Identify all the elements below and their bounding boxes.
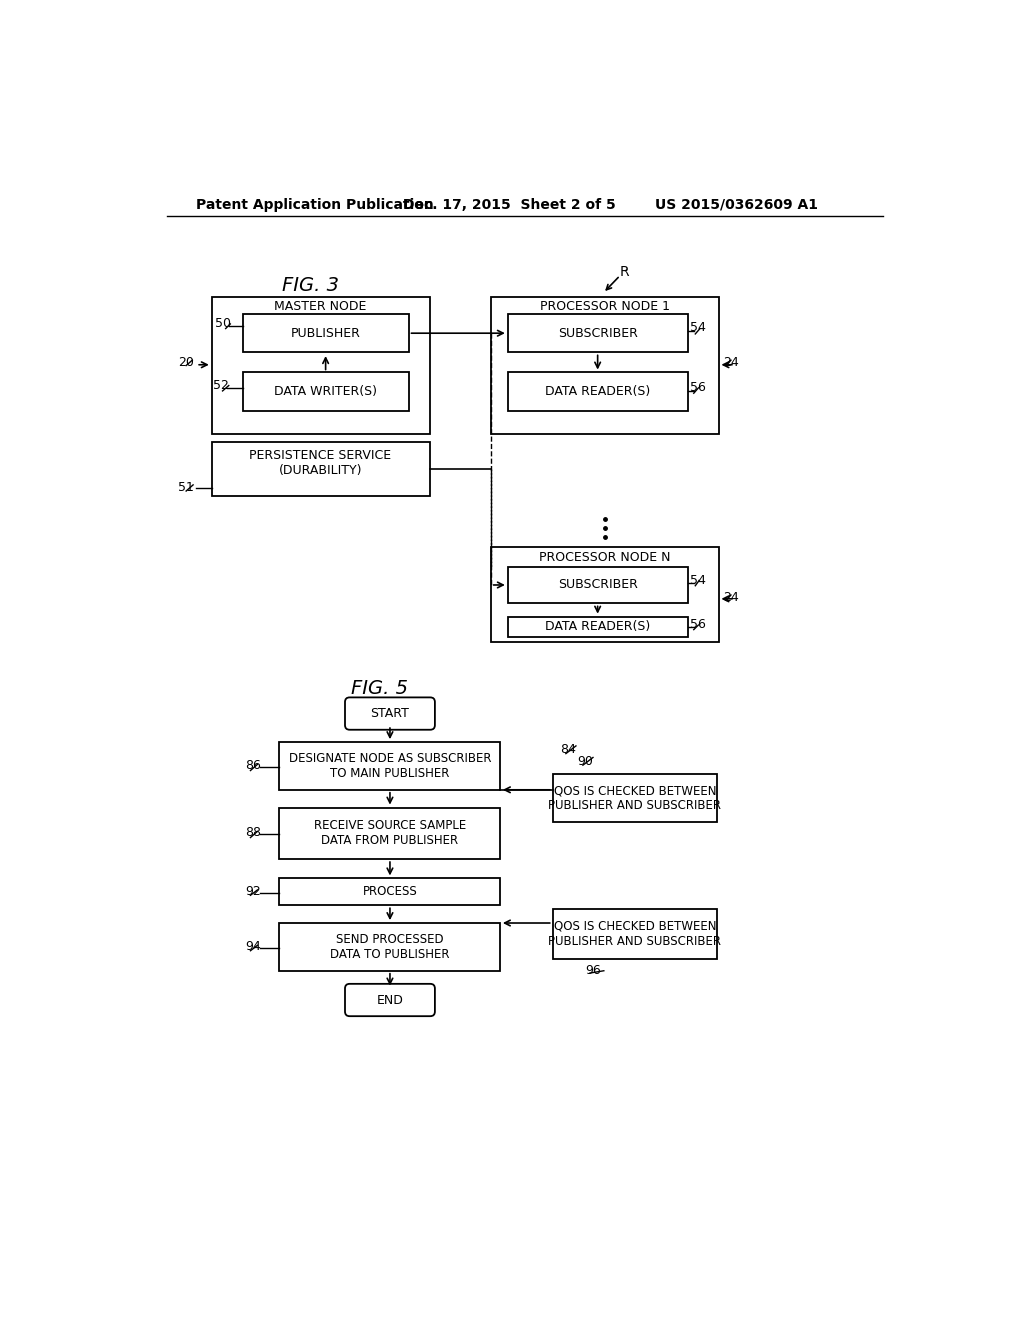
Text: START: START xyxy=(371,708,410,721)
Bar xyxy=(280,923,500,970)
Text: 94: 94 xyxy=(246,940,261,953)
Text: 50: 50 xyxy=(215,317,230,330)
Text: PROCESSOR NODE 1: PROCESSOR NODE 1 xyxy=(540,300,670,313)
Text: DATA READER(S): DATA READER(S) xyxy=(545,620,650,634)
Bar xyxy=(212,442,430,495)
Bar xyxy=(212,297,430,434)
Text: DATA WRITER(S): DATA WRITER(S) xyxy=(274,385,377,399)
Text: DESIGNATE NODE AS SUBSCRIBER
TO MAIN PUBLISHER: DESIGNATE NODE AS SUBSCRIBER TO MAIN PUB… xyxy=(289,752,492,780)
Text: 54: 54 xyxy=(690,321,707,334)
Text: 52: 52 xyxy=(213,379,229,392)
Text: 54: 54 xyxy=(690,574,707,587)
Bar xyxy=(243,372,409,411)
Text: PUBLISHER: PUBLISHER xyxy=(291,326,360,339)
Text: R: R xyxy=(620,265,629,280)
Bar xyxy=(280,808,500,859)
Bar xyxy=(508,314,687,352)
Text: 92: 92 xyxy=(246,884,261,898)
Bar xyxy=(280,878,500,906)
Text: SUBSCRIBER: SUBSCRIBER xyxy=(558,326,638,339)
Bar xyxy=(553,909,717,960)
Text: 88: 88 xyxy=(246,826,261,840)
Text: END: END xyxy=(377,994,403,1007)
Text: FIG. 5: FIG. 5 xyxy=(351,678,409,698)
Bar xyxy=(508,372,687,411)
FancyBboxPatch shape xyxy=(345,983,435,1016)
Text: 86: 86 xyxy=(246,759,261,772)
Bar xyxy=(508,616,687,638)
Bar xyxy=(243,314,409,352)
Text: 24: 24 xyxy=(723,356,739,370)
Text: MASTER NODE: MASTER NODE xyxy=(274,300,367,313)
Text: US 2015/0362609 A1: US 2015/0362609 A1 xyxy=(655,198,818,211)
Text: 56: 56 xyxy=(690,381,707,395)
Text: 56: 56 xyxy=(690,618,707,631)
Text: 90: 90 xyxy=(578,755,593,768)
FancyBboxPatch shape xyxy=(345,697,435,730)
Bar xyxy=(553,775,717,822)
Text: PROCESSOR NODE N: PROCESSOR NODE N xyxy=(539,550,671,564)
Text: QOS IS CHECKED BETWEEN
PUBLISHER AND SUBSCRIBER: QOS IS CHECKED BETWEEN PUBLISHER AND SUB… xyxy=(548,920,721,948)
Bar xyxy=(508,566,687,603)
Text: 24: 24 xyxy=(723,591,739,603)
Text: RECEIVE SOURCE SAMPLE
DATA FROM PUBLISHER: RECEIVE SOURCE SAMPLE DATA FROM PUBLISHE… xyxy=(313,818,466,847)
Text: PROCESS: PROCESS xyxy=(362,884,418,898)
Text: 51: 51 xyxy=(178,482,195,495)
Bar xyxy=(280,742,500,789)
Text: QOS IS CHECKED BETWEEN
PUBLISHER AND SUBSCRIBER: QOS IS CHECKED BETWEEN PUBLISHER AND SUB… xyxy=(548,784,721,812)
Text: FIG. 3: FIG. 3 xyxy=(282,276,339,294)
Text: 84: 84 xyxy=(560,743,577,756)
Text: SUBSCRIBER: SUBSCRIBER xyxy=(558,578,638,591)
Text: Patent Application Publication: Patent Application Publication xyxy=(197,198,434,211)
Text: PERSISTENCE SERVICE
(DURABILITY): PERSISTENCE SERVICE (DURABILITY) xyxy=(249,449,391,477)
Text: 20: 20 xyxy=(178,356,195,370)
Text: Dec. 17, 2015  Sheet 2 of 5: Dec. 17, 2015 Sheet 2 of 5 xyxy=(403,198,615,211)
Bar xyxy=(490,297,719,434)
Text: 96: 96 xyxy=(585,964,601,977)
Text: SEND PROCESSED
DATA TO PUBLISHER: SEND PROCESSED DATA TO PUBLISHER xyxy=(330,933,450,961)
Text: DATA READER(S): DATA READER(S) xyxy=(545,385,650,399)
Bar xyxy=(490,548,719,642)
